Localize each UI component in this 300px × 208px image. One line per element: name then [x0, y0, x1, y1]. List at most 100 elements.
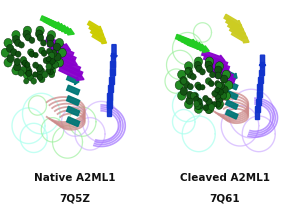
FancyArrow shape: [67, 106, 80, 116]
Circle shape: [197, 99, 202, 104]
Circle shape: [24, 64, 30, 71]
Circle shape: [210, 72, 215, 78]
Circle shape: [28, 74, 34, 81]
Circle shape: [4, 38, 12, 47]
Circle shape: [47, 31, 56, 40]
FancyArrow shape: [108, 85, 112, 100]
Circle shape: [206, 101, 214, 109]
FancyArrow shape: [91, 29, 105, 40]
Circle shape: [203, 95, 208, 102]
FancyArrow shape: [107, 102, 111, 116]
Circle shape: [175, 81, 183, 90]
Circle shape: [206, 104, 214, 113]
FancyArrow shape: [184, 39, 206, 51]
FancyArrow shape: [209, 67, 233, 79]
Circle shape: [222, 91, 230, 100]
Circle shape: [194, 57, 202, 66]
FancyArrow shape: [257, 84, 262, 97]
Circle shape: [196, 65, 202, 72]
Circle shape: [46, 59, 53, 66]
Circle shape: [39, 76, 45, 83]
Circle shape: [178, 70, 186, 79]
Circle shape: [215, 101, 221, 107]
Circle shape: [216, 103, 222, 109]
Circle shape: [20, 67, 27, 73]
Text: 7Q61: 7Q61: [210, 194, 240, 204]
Circle shape: [180, 77, 187, 85]
FancyArrow shape: [59, 66, 84, 80]
Circle shape: [193, 93, 198, 99]
Circle shape: [48, 69, 53, 75]
Circle shape: [43, 57, 49, 64]
FancyArrow shape: [211, 71, 235, 83]
FancyArrow shape: [226, 80, 238, 90]
Circle shape: [188, 84, 194, 90]
Circle shape: [218, 82, 225, 89]
Circle shape: [40, 40, 46, 46]
Circle shape: [205, 107, 212, 114]
FancyArrow shape: [40, 16, 62, 28]
Circle shape: [190, 74, 196, 80]
FancyArrow shape: [188, 41, 209, 52]
Circle shape: [205, 78, 212, 84]
Circle shape: [19, 42, 24, 48]
Circle shape: [52, 62, 59, 68]
FancyArrow shape: [67, 75, 79, 85]
Circle shape: [186, 91, 193, 98]
Circle shape: [200, 85, 205, 90]
Circle shape: [46, 56, 51, 62]
Circle shape: [215, 72, 222, 79]
Circle shape: [190, 92, 197, 99]
Circle shape: [206, 66, 213, 73]
Circle shape: [205, 61, 212, 69]
FancyArrow shape: [176, 34, 197, 46]
FancyArrow shape: [89, 25, 103, 36]
Circle shape: [55, 58, 64, 67]
Circle shape: [212, 90, 218, 97]
Circle shape: [23, 26, 32, 35]
Circle shape: [195, 103, 201, 109]
FancyArrow shape: [110, 61, 115, 76]
Circle shape: [196, 101, 203, 109]
FancyArrow shape: [259, 55, 266, 68]
FancyArrow shape: [48, 41, 74, 58]
Circle shape: [194, 101, 199, 107]
Circle shape: [25, 68, 32, 76]
Circle shape: [194, 96, 199, 103]
FancyArrow shape: [256, 99, 260, 112]
Circle shape: [41, 50, 47, 56]
Circle shape: [186, 96, 194, 104]
FancyArrow shape: [178, 36, 200, 48]
Circle shape: [195, 82, 201, 89]
Circle shape: [15, 51, 21, 57]
Circle shape: [216, 82, 222, 89]
Circle shape: [206, 57, 214, 66]
FancyArrow shape: [226, 90, 238, 100]
Circle shape: [215, 100, 223, 109]
FancyArrow shape: [109, 77, 113, 92]
Circle shape: [206, 98, 212, 105]
Circle shape: [212, 102, 217, 107]
FancyArrow shape: [52, 22, 74, 35]
Circle shape: [33, 72, 38, 77]
Circle shape: [23, 30, 30, 38]
Circle shape: [220, 75, 228, 83]
Circle shape: [208, 104, 214, 110]
Circle shape: [55, 38, 64, 47]
FancyArrow shape: [202, 50, 225, 63]
Circle shape: [6, 45, 14, 52]
Circle shape: [185, 67, 192, 75]
FancyArrow shape: [257, 92, 261, 105]
Circle shape: [185, 69, 190, 74]
Circle shape: [35, 30, 43, 38]
Text: Native A2ML1: Native A2ML1: [34, 173, 116, 183]
FancyArrow shape: [207, 63, 231, 75]
Circle shape: [49, 52, 55, 59]
FancyArrow shape: [111, 45, 117, 59]
Circle shape: [214, 66, 222, 74]
Circle shape: [7, 54, 14, 62]
FancyArrow shape: [57, 61, 83, 77]
FancyArrow shape: [67, 85, 80, 95]
Circle shape: [37, 34, 44, 41]
FancyArrow shape: [107, 93, 112, 108]
